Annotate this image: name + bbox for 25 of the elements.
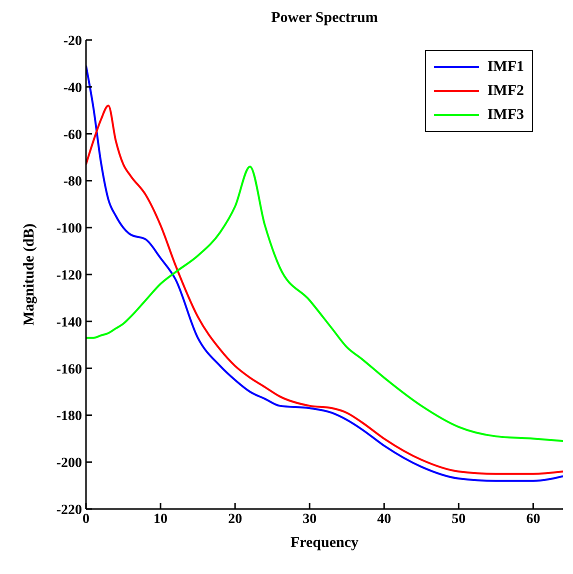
- y-tick-label: -180: [56, 409, 82, 424]
- y-tick-label: -140: [56, 315, 82, 330]
- y-tick-label: -60: [63, 128, 82, 143]
- y-tick-label: -120: [56, 268, 82, 284]
- x-tick-label: 20: [228, 512, 242, 527]
- y-axis-title: Magnitude (dB): [21, 223, 38, 326]
- x-tick-label: 10: [154, 512, 168, 527]
- y-tick-label: -200: [56, 456, 82, 472]
- legend-label: IMF1: [487, 58, 524, 76]
- x-tick-label: 60: [526, 512, 540, 527]
- legend-label: IMF3: [487, 106, 524, 124]
- y-tick-label: -160: [56, 362, 82, 378]
- legend-label: IMF2: [487, 82, 524, 100]
- line-series: [86, 166, 563, 442]
- y-tick-label: -100: [56, 222, 82, 237]
- x-tick-label: 40: [377, 512, 392, 527]
- x-tick-label: 50: [452, 512, 466, 527]
- chart-title: Power Spectrum: [270, 10, 379, 27]
- x-axis-title: Frequency: [290, 535, 360, 551]
- y-tick-label: -80: [63, 174, 82, 190]
- x-tick-label: 0: [82, 512, 90, 527]
- x-tick-label: 30: [302, 512, 317, 527]
- y-tick-label: -40: [63, 80, 82, 96]
- y-tick-label: -220: [56, 502, 82, 518]
- y-tick-label: -20: [63, 34, 82, 49]
